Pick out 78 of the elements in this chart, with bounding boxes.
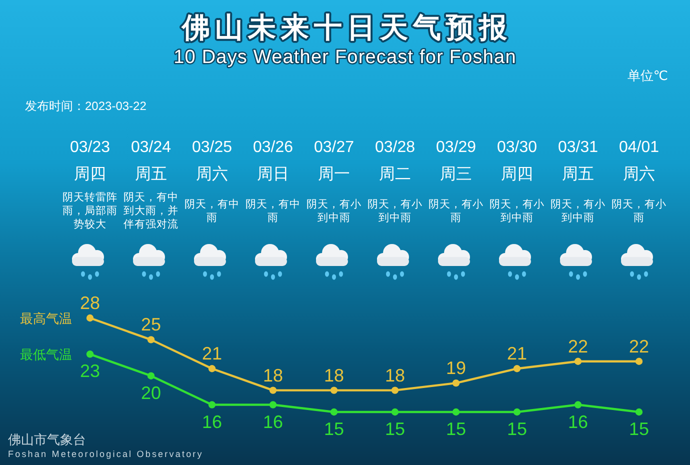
- text: 发布时间：2023-03-22: [25, 99, 147, 113]
- point: [635, 358, 643, 365]
- text: 周四: [74, 166, 106, 183]
- point: [574, 358, 582, 365]
- data-label: 22: [628, 336, 650, 356]
- chart-subtitle: 10 Days Weather Forecast for Foshan: [174, 47, 516, 68]
- text: 阴天，有小到中雨: [306, 197, 362, 224]
- text: 周日: [257, 166, 289, 183]
- series-label: 最高气温: [20, 311, 72, 326]
- x-tick-label: 03/26: [252, 139, 294, 156]
- x-tick-label: 03/23: [70, 139, 110, 156]
- data-label: 21: [202, 344, 222, 364]
- x-tick-label: 03/29: [436, 139, 476, 156]
- point: [513, 408, 521, 416]
- text: 阴天，有小到中雨: [490, 197, 544, 224]
- point: [208, 401, 216, 408]
- point: [452, 408, 460, 416]
- text: 周五: [135, 166, 167, 183]
- x-tick-label: 03/24: [130, 139, 172, 156]
- data-label: 18: [324, 365, 344, 386]
- data-label: 21: [506, 344, 528, 364]
- data-label: 19: [446, 358, 466, 378]
- point: [86, 314, 94, 322]
- data-label: 15: [506, 419, 528, 439]
- text: 周六: [623, 165, 655, 183]
- text: 单位℃: [627, 68, 668, 83]
- data-label: 15: [628, 419, 650, 439]
- point: [391, 386, 399, 394]
- text: 阴天，有小雨: [428, 197, 484, 224]
- point: [635, 408, 643, 416]
- text: 阴天，有中雨: [246, 197, 300, 224]
- text: 周三: [440, 166, 472, 183]
- data-label: 22: [568, 336, 588, 356]
- text: 周六: [196, 165, 228, 183]
- point: [574, 401, 582, 408]
- x-tick-label: 03/31: [558, 139, 598, 156]
- data-label: 18: [384, 365, 406, 386]
- text: 周四: [501, 166, 533, 183]
- data-label: 16: [262, 412, 284, 432]
- data-label: 28: [80, 293, 100, 313]
- text: 阴天转雷阵雨，局部雨势较大: [62, 190, 118, 230]
- point: [269, 401, 277, 408]
- x-tick-label: 03/27: [314, 139, 354, 156]
- point: [330, 408, 338, 416]
- data-label: 15: [446, 419, 466, 439]
- text: 阴天，有小雨: [612, 197, 666, 224]
- x-tick-label: 04/01: [618, 139, 660, 156]
- text: 佛山市气象台: [8, 432, 86, 447]
- point: [391, 408, 399, 416]
- series-label: 最低气温: [20, 347, 72, 362]
- text: 阴天，有小到中雨: [368, 197, 422, 224]
- data-label: 20: [140, 382, 162, 403]
- text: Foshan Meteorological Observatory: [8, 449, 204, 459]
- point: [269, 386, 277, 394]
- data-label: 25: [140, 314, 162, 335]
- text: 周五: [562, 166, 594, 183]
- point: [330, 386, 338, 394]
- point: [208, 365, 216, 372]
- text: 周二: [379, 166, 411, 183]
- x-tick-label: 03/25: [192, 139, 232, 156]
- text: 阴天，有小到中雨: [550, 197, 606, 224]
- data-label: 23: [80, 361, 100, 382]
- x-tick-label: 03/28: [374, 139, 416, 156]
- x-tick-label: 03/30: [496, 139, 538, 156]
- data-label: 18: [262, 365, 284, 386]
- text: 阴天，有中雨: [184, 197, 240, 224]
- point: [513, 365, 521, 372]
- data-label: 15: [324, 419, 344, 439]
- point: [147, 372, 155, 380]
- data-label: 16: [568, 412, 588, 432]
- point: [86, 350, 94, 358]
- point: [452, 379, 460, 387]
- text: 周一: [318, 166, 350, 183]
- data-label: 15: [384, 419, 406, 439]
- text: 阴天，有中到大雨，并伴有强对流: [124, 190, 178, 230]
- data-label: 16: [202, 412, 222, 432]
- chart-title: 佛山未来十日天气预报: [181, 12, 512, 43]
- point: [147, 336, 155, 344]
